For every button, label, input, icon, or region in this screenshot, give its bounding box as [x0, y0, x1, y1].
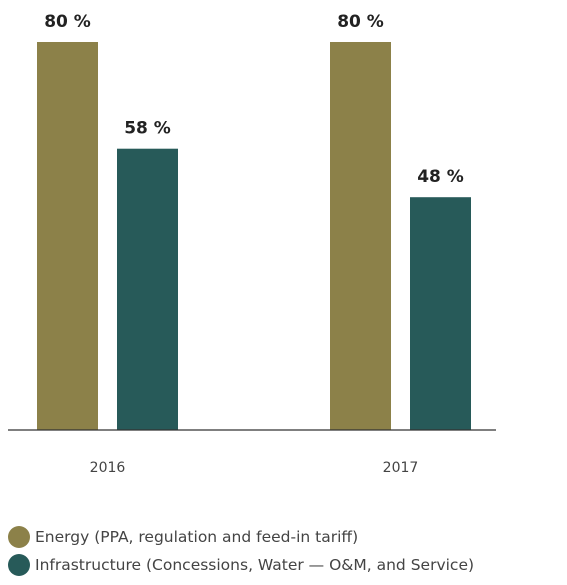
bar-chart: 80 % 58 % 80 % 48 % 2016 2017 — [8, 12, 496, 476]
legend-label: Infrastructure (Concessions, Water — O&M… — [35, 556, 475, 574]
legend-item: Infrastructure (Concessions, Water — O&M… — [8, 553, 474, 577]
legend-item: Energy (PPA, regulation and feed-in tari… — [8, 525, 474, 549]
bars-group: 80 % 58 % 80 % 48 % — [37, 12, 471, 430]
bar-2017-series-1 — [410, 197, 471, 430]
legend-label: Energy (PPA, regulation and feed-in tari… — [35, 528, 359, 546]
bar-value-label: 48 % — [417, 167, 464, 187]
bar-value-label: 58 % — [124, 119, 171, 139]
x-tick-labels: 2016 2017 — [90, 460, 419, 476]
x-tick-label: 2016 — [90, 460, 126, 476]
bar-2016-series-0 — [37, 42, 98, 430]
x-tick-label: 2017 — [383, 460, 419, 476]
bar-2016-series-1 — [117, 148, 178, 430]
bar-value-label: 80 % — [337, 12, 384, 32]
legend: Energy (PPA, regulation and feed-in tari… — [8, 525, 474, 581]
legend-swatch-circle-icon — [8, 526, 30, 548]
legend-swatch-circle-icon — [8, 554, 30, 576]
bar-2017-series-0 — [330, 42, 391, 430]
bar-value-label: 80 % — [44, 12, 91, 32]
